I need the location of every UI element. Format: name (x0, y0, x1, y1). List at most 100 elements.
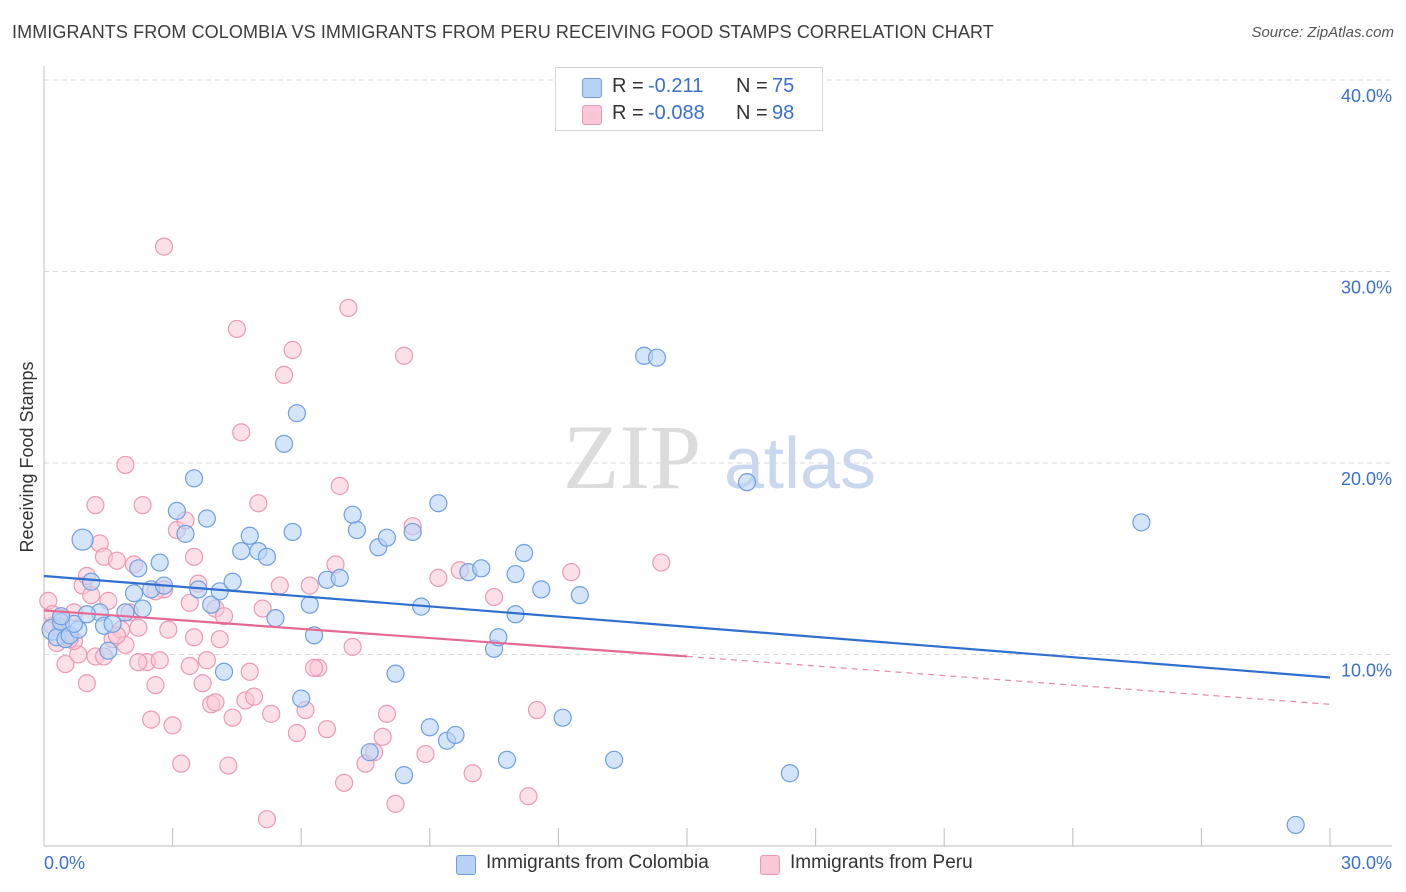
colombia-point (274, 434, 294, 453)
peru-point (210, 630, 229, 649)
peru-point (172, 754, 191, 773)
peru-point (116, 455, 135, 475)
peru-point (223, 708, 242, 727)
trend-lines (43, 574, 1331, 705)
colombia-point (532, 580, 551, 599)
peru-point (262, 704, 281, 723)
peru-point (163, 716, 182, 735)
peru-point (232, 423, 251, 442)
peru-point (485, 587, 504, 607)
watermark-atlas: atlas (724, 424, 876, 504)
peru-point (240, 662, 259, 681)
colombia-point (287, 404, 307, 423)
peru-point (206, 693, 225, 712)
colombia-point (647, 348, 667, 367)
peru-swatch (582, 105, 602, 125)
peru-point (159, 620, 178, 639)
colombia-point (737, 473, 757, 492)
colombia-point (232, 541, 251, 561)
r-value: -0.211 (648, 75, 704, 97)
peru-point (386, 794, 405, 813)
colombia-point (429, 494, 448, 513)
peru-point (270, 576, 289, 595)
colombia-point (197, 509, 216, 528)
peru-point (463, 764, 482, 783)
gridlines (44, 79, 1392, 655)
peru-point (274, 365, 294, 385)
series-colombia-points (41, 346, 1305, 835)
legend-label-peru: Immigrants from Peru (790, 852, 973, 873)
colombia-point (292, 689, 311, 708)
peru-point (193, 674, 212, 693)
peru-point (56, 654, 75, 674)
peru-point (129, 618, 148, 637)
colombia-point (129, 559, 148, 578)
peru-point (214, 607, 234, 626)
series-legend: Immigrants from Colombia Immigrants from… (0, 850, 1406, 880)
watermark: ZIP atlas (563, 406, 876, 508)
peru-point (304, 658, 324, 678)
colombia-point (780, 764, 799, 783)
peru-point (77, 674, 96, 693)
colombia-point (403, 522, 422, 542)
n-value: 75 (772, 75, 795, 97)
y-tick-label: 10.0% (1341, 661, 1392, 681)
peru-point (249, 494, 268, 513)
axes (43, 66, 1392, 847)
r-value: -0.088 (648, 102, 705, 124)
colombia-point (377, 528, 397, 547)
peru-point (339, 298, 358, 317)
colombia-point (553, 708, 572, 727)
n-value: 98 (772, 102, 795, 124)
peru-trend-extension (686, 655, 1331, 705)
peru-point (184, 628, 204, 647)
n-label: N = (736, 102, 768, 124)
legend-label-colombia: Immigrants from Colombia (486, 852, 709, 873)
chart-title: IMMIGRANTS FROM COLOMBIA VS IMMIGRANTS F… (12, 22, 994, 42)
x-tick-label: 30.0% (1341, 853, 1392, 873)
peru-point (184, 547, 204, 566)
colombia-point (99, 641, 118, 660)
peru-point (416, 744, 435, 764)
peru-point (317, 720, 337, 739)
peru-point (527, 700, 547, 720)
colombia-point (82, 572, 101, 591)
colombia-point (386, 664, 405, 683)
colombia-point (1286, 815, 1305, 835)
r-label: R = (612, 75, 644, 97)
peru-point (429, 568, 448, 588)
colombia-point (240, 526, 259, 545)
peru-point (133, 496, 152, 515)
colombia-point (202, 595, 221, 614)
colombia-point (116, 603, 135, 622)
n-label: N = (736, 75, 768, 97)
peru-point (227, 319, 246, 339)
colombia-point (347, 520, 367, 540)
colombia-point (570, 586, 589, 605)
colombia-swatch (456, 855, 476, 875)
colombia-point (420, 718, 439, 737)
colombia-point (300, 595, 319, 614)
colombia-point (124, 584, 144, 603)
peru-point (146, 676, 165, 695)
peru-point (257, 810, 277, 829)
colombia-point (214, 662, 234, 681)
peru-point (129, 653, 148, 672)
peru-point (180, 593, 199, 612)
peru-point (652, 553, 671, 572)
colombia-point (343, 505, 362, 524)
peru-point (150, 651, 169, 670)
colombia-point (446, 725, 465, 745)
peru-point (283, 340, 302, 360)
colombia-point (266, 609, 285, 628)
peru-point (107, 551, 126, 570)
peru-point (86, 496, 105, 515)
peru-point (154, 237, 174, 256)
peru-point (562, 563, 581, 582)
peru-point (377, 704, 397, 723)
colombia-point (605, 750, 624, 769)
colombia-point (176, 524, 195, 543)
tick-labels: 10.0% 20.0% 30.0% 40.0% 0.0% 30.0% (44, 86, 1392, 873)
colombia-swatch (582, 78, 602, 98)
